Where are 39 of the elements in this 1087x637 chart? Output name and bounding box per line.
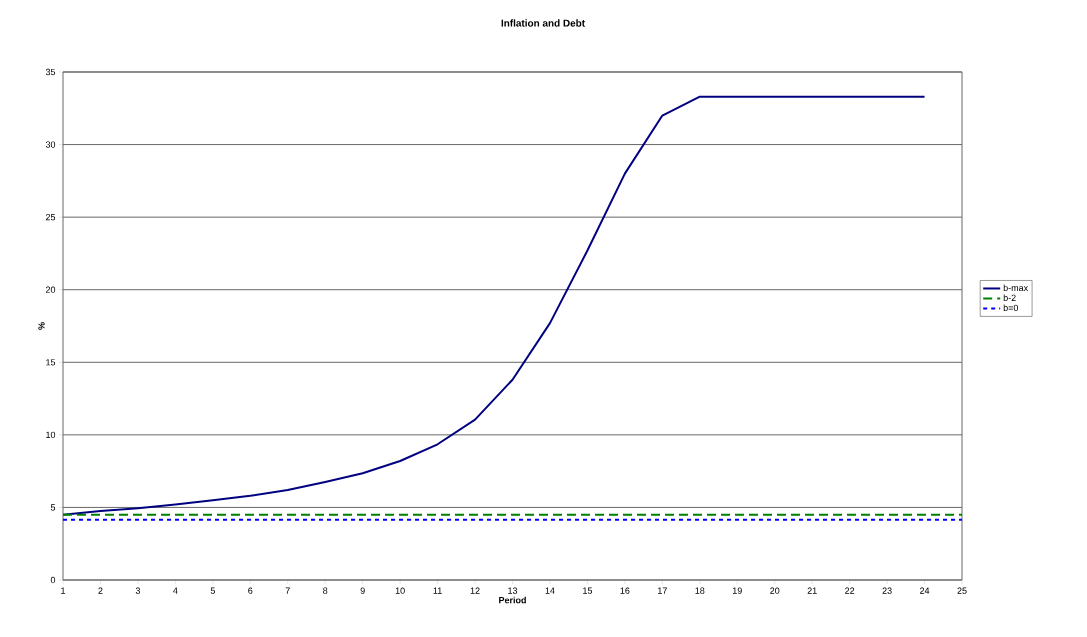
x-tick-label: 10 bbox=[395, 587, 405, 594]
y-tick-label: 0 bbox=[50, 576, 56, 584]
x-tick-label: 21 bbox=[807, 587, 817, 594]
x-tick-label: 13 bbox=[508, 587, 518, 594]
chart-title: Inflation and Debt bbox=[501, 19, 585, 27]
x-tick-label: 7 bbox=[285, 587, 290, 594]
x-tick-label: 17 bbox=[658, 587, 667, 594]
x-tick-label: 22 bbox=[845, 587, 855, 594]
x-axis-title: Period bbox=[499, 596, 526, 604]
y-tick-label: 25 bbox=[45, 213, 56, 221]
x-tick-label: 24 bbox=[920, 587, 930, 594]
x-tick-label: 3 bbox=[135, 587, 141, 594]
y-tick-label: 30 bbox=[45, 141, 56, 148]
x-tick-label: 25 bbox=[957, 587, 967, 594]
x-tick-label: 9 bbox=[360, 587, 365, 594]
y-axis-title: % bbox=[38, 322, 45, 330]
y-tick-label: 5 bbox=[50, 504, 56, 511]
x-tick-label: 11 bbox=[433, 587, 442, 594]
x-tick-label: 6 bbox=[248, 587, 253, 594]
x-tick-label: 1 bbox=[61, 587, 66, 594]
x-tick-label: 15 bbox=[583, 587, 593, 594]
legend-label: b-2 bbox=[1003, 294, 1016, 302]
y-tick-label: 10 bbox=[46, 431, 56, 439]
x-tick-label: 2 bbox=[98, 587, 103, 594]
y-tick-label: 35 bbox=[45, 68, 56, 76]
x-tick-label: 19 bbox=[732, 587, 742, 594]
legend-label: b-max bbox=[1003, 284, 1028, 292]
x-tick-label: 12 bbox=[470, 587, 480, 594]
x-tick-label: 4 bbox=[173, 587, 178, 594]
x-tick-label: 14 bbox=[545, 587, 555, 594]
x-tick-label: 16 bbox=[620, 587, 630, 594]
legend-label: b=0 bbox=[1003, 304, 1019, 312]
x-tick-label: 5 bbox=[210, 587, 215, 594]
y-tick-label: 20 bbox=[45, 286, 56, 293]
x-tick-label: 20 bbox=[770, 587, 780, 594]
x-tick-label: 23 bbox=[882, 587, 892, 594]
x-tick-label: 8 bbox=[323, 587, 328, 594]
y-tick-label: 15 bbox=[46, 359, 56, 366]
x-tick-label: 18 bbox=[695, 587, 705, 594]
